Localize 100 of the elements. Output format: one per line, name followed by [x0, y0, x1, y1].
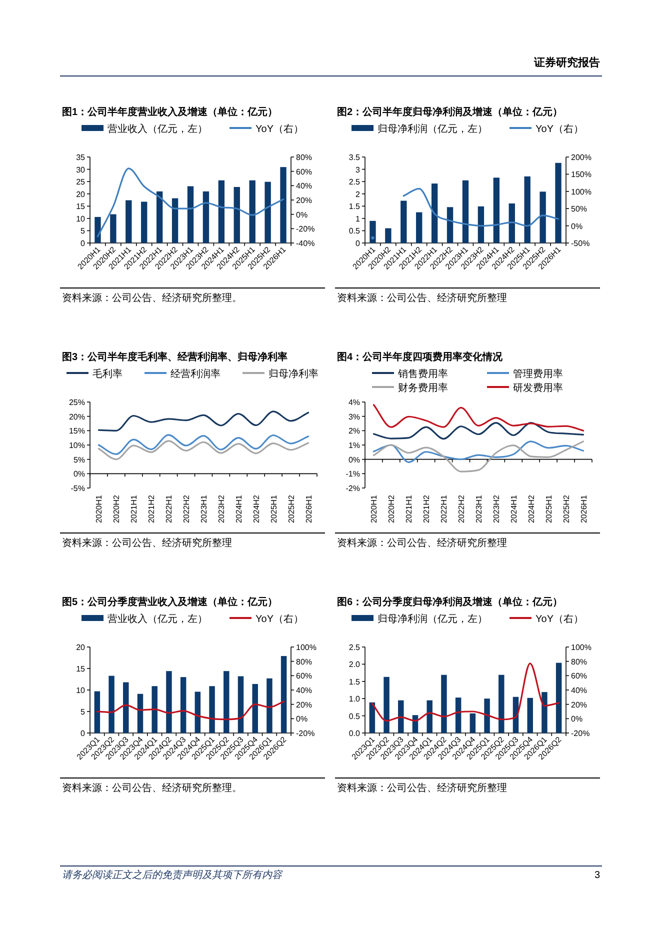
y-tick-label: 1.5: [348, 202, 361, 212]
text: 资料来源：公司公告、经济研究所整理: [337, 537, 507, 549]
chart-title: 图4：公司半年度四项费用率变化情况: [337, 351, 504, 363]
y2-tick-label: 40%: [296, 686, 312, 695]
chart-title: 图5：公司分季度营业收入及增速（单位：亿元）: [62, 596, 278, 608]
y2-tick-label: 50%: [571, 204, 588, 214]
bar: [542, 692, 548, 733]
y2-tick-label: 60%: [571, 672, 588, 681]
x-tick-label: 2026H1: [579, 494, 588, 524]
y-tick-label: 3.5: [348, 153, 361, 162]
x-tick-label: 2020H2: [387, 494, 396, 524]
y2-tick-label: 0%: [571, 714, 583, 724]
bar: [508, 203, 515, 243]
y-tick-label: 5%: [73, 455, 85, 464]
chart-title: 图6：公司分季度归母净利润及增速（单位：亿元）: [337, 596, 563, 608]
bar: [187, 186, 194, 243]
text: 请务必阅读正文之后的免责声明及其项下所有内容: [62, 869, 283, 881]
bar: [555, 162, 562, 243]
y2-tick-label: -20%: [296, 729, 315, 738]
y2-tick-label: 80%: [571, 657, 588, 666]
bar: [384, 676, 390, 733]
x-tick-label: 2020H2: [112, 494, 122, 524]
legend-label: 归母净利润（亿元，左）: [378, 123, 488, 135]
y-tick-label: 20: [76, 190, 86, 199]
text: 资料来源：公司公告、经济研究所整理。: [62, 782, 242, 794]
bar: [202, 191, 210, 243]
x-tick-label: 2020H1: [370, 494, 379, 524]
y2-tick-label: 40%: [571, 686, 588, 695]
bar: [110, 214, 116, 243]
y-tick-label: 2: [356, 190, 361, 199]
y-tick-label: 0%: [73, 470, 85, 479]
legend-label: 财务费用率: [398, 382, 448, 394]
y-tick-label: 2.5: [348, 643, 361, 652]
bar: [252, 684, 258, 733]
chart-title: 图2：公司半年度归母净利润及增速（单位：亿元）: [337, 106, 563, 118]
bar: [398, 700, 404, 733]
bar: [218, 180, 225, 243]
y-tick-label: 3%: [348, 412, 360, 422]
bar: [524, 176, 530, 243]
x-tick-label: 2021H1: [130, 494, 139, 524]
y-tick-label: 15%: [68, 426, 85, 436]
bar: [126, 200, 132, 243]
legend-label: YoY（右）: [256, 124, 304, 135]
bar: [108, 676, 114, 733]
y2-tick-label: 100%: [571, 187, 592, 196]
bar: [249, 180, 256, 243]
x-tick-label: 2024H1: [509, 494, 518, 524]
y-tick-label: 0.0: [348, 729, 361, 738]
x-tick-label: 2023H1: [200, 494, 208, 524]
y-tick-label: 10: [76, 686, 86, 695]
bar: [224, 671, 230, 733]
y2-tick-label: 150%: [571, 170, 592, 180]
y-tick-label: 3: [356, 165, 361, 174]
bar: [266, 678, 272, 733]
x-tick-label: 2025H1: [269, 494, 278, 524]
y-tick-label: 0: [356, 239, 361, 248]
y-tick-label: 15: [76, 664, 86, 674]
y-tick-label: 35: [76, 153, 86, 162]
y2-tick-label: 60%: [296, 167, 312, 176]
bar: [172, 198, 178, 243]
legend-label: 管理费用率: [513, 368, 563, 380]
bar: [431, 184, 438, 243]
x-tick-label: 2021H2: [422, 494, 432, 524]
bar: [470, 713, 476, 733]
text: 资料来源：公司公告、经济研究所整理: [337, 782, 507, 794]
x-tick-label: 2025H1: [544, 494, 554, 524]
y-tick-label: 30: [76, 165, 86, 174]
y-tick-label: 5: [80, 226, 86, 236]
text: 证券研究报告: [533, 56, 600, 69]
legend-label: YoY（右）: [256, 614, 304, 625]
x-tick-label: 2023H2: [216, 494, 226, 524]
y-tick-label: 25: [76, 178, 86, 187]
legend-label: 归母净利率: [268, 368, 318, 380]
bar: [455, 698, 462, 733]
y-tick-label: 0%: [348, 455, 360, 464]
x-tick-label: 2024H2: [252, 494, 261, 524]
y2-tick-label: 0%: [571, 222, 583, 231]
legend-label: YoY（右）: [536, 614, 584, 625]
x-tick-label: 2022H2: [457, 494, 466, 524]
bar: [280, 656, 287, 733]
y-tick-label: 10%: [68, 441, 85, 450]
legend-label: 研发费用率: [513, 382, 563, 394]
y-tick-label: 10: [76, 214, 86, 224]
x-tick-label: 2024H2: [526, 494, 536, 524]
bar: [209, 686, 215, 733]
y2-tick-label: 0%: [296, 210, 308, 220]
legend-label: 归母净利润（亿元，左）: [378, 613, 488, 625]
y-tick-label: 1.5: [348, 677, 361, 686]
x-tick-label: 2026H1: [304, 494, 314, 524]
y-tick-label: 0.5: [348, 712, 361, 721]
bar: [446, 207, 454, 243]
text: 资料来源：公司公告、经济研究所整理。: [62, 292, 242, 304]
x-tick-label: 2020H1: [94, 494, 104, 524]
text: 资料来源：公司公告、经济研究所整理: [62, 537, 232, 549]
x-tick-label: 2024H1: [234, 494, 244, 524]
bar: [416, 212, 422, 243]
y2-tick-label: 20%: [296, 196, 312, 205]
bar: [441, 674, 447, 733]
y2-tick-label: 0%: [296, 714, 308, 724]
text: 资料来源：公司公告、经济研究所整理: [337, 292, 507, 304]
